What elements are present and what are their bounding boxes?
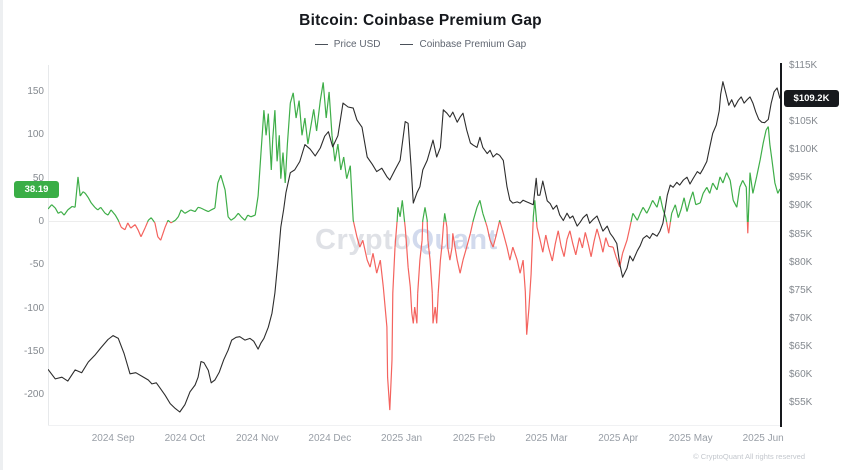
axis-tick-label: -150 — [23, 346, 44, 358]
gap-value-badge: 38.19 — [14, 181, 59, 198]
axis-tick-label: -200 — [23, 389, 44, 401]
price-value-badge: $109.2K — [784, 90, 839, 107]
axis-tick-label: 2025 Feb — [452, 433, 496, 444]
legend-dash-icon — [314, 44, 328, 45]
chart-legend: Price USD Coinbase Premium Gap — [0, 39, 841, 50]
axis-tick-label: 0 — [38, 216, 44, 227]
axis-tick-label: 100 — [27, 129, 44, 141]
axis-tick-label: 2025 Mar — [525, 433, 568, 444]
axis-tick-label: $70K — [789, 312, 813, 324]
left-axis-line — [48, 65, 49, 425]
axis-tick-label: $100K — [789, 144, 818, 156]
axis-tick-label: 2025 Apr — [598, 433, 639, 444]
axis-tick-label: $115K — [789, 60, 818, 71]
axis-tick-label: -50 — [29, 259, 44, 271]
axis-tick-label: 2025 Jun — [742, 433, 784, 444]
axis-tick-label: $85K — [789, 228, 813, 240]
axis-tick-label: 50 — [32, 172, 44, 184]
right-axis-line — [780, 63, 782, 427]
legend-item-label: Coinbase Premium Gap — [419, 39, 527, 50]
page-edge-strip — [0, 0, 3, 470]
price-premium-chart[interactable] — [48, 65, 780, 425]
bottom-axis-line — [48, 425, 782, 426]
axis-tick-label: $80K — [789, 256, 813, 268]
axis-tick-label: 2024 Nov — [235, 433, 279, 444]
legend-item-coinbase-premium-gap[interactable]: Coinbase Premium Gap — [400, 39, 526, 50]
axis-tick-label: $95K — [789, 172, 813, 184]
axis-tick-label: -100 — [23, 302, 44, 314]
axis-tick-label: $90K — [789, 200, 813, 212]
premium-gap-line-negative — [118, 221, 749, 411]
premium-gap-line-positive — [48, 82, 780, 223]
legend-item-label: Price USD — [333, 39, 381, 50]
axis-tick-label: $105K — [789, 116, 818, 128]
zero-gridline — [49, 221, 780, 222]
chart-title: Bitcoin: Coinbase Premium Gap — [299, 12, 542, 29]
axis-tick-label: 2025 Jan — [380, 433, 423, 444]
axis-tick-label: $75K — [789, 284, 813, 296]
axis-tick-label: 150 — [27, 85, 44, 97]
axis-tick-label: 2024 Oct — [164, 433, 206, 444]
price-usd-line — [48, 81, 780, 413]
axis-tick-label: $55K — [789, 397, 813, 409]
axis-tick-label: $60K — [789, 368, 813, 380]
legend-item-price-usd[interactable]: Price USD — [314, 39, 381, 50]
axis-tick-label: $65K — [789, 340, 813, 352]
axis-tick-label: 2024 Dec — [308, 433, 352, 444]
axis-tick-label: 2024 Sep — [91, 433, 135, 444]
legend-dash-icon — [400, 44, 414, 45]
axis-tick-label: 2025 May — [668, 433, 713, 444]
copyright-text: © CryptoQuant All rights reserved — [693, 452, 805, 461]
